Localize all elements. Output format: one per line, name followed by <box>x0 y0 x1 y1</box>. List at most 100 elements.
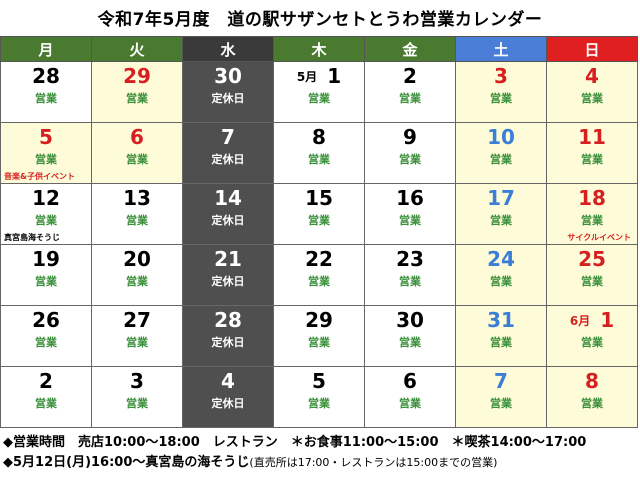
day-number-value: 29 <box>305 308 333 332</box>
calendar-title: 令和7年5月度 道の駅サザンセトとうわ営業カレンダー <box>97 9 543 30</box>
day-status: 営業 <box>399 214 421 227</box>
event-label: 音楽&子供イベント <box>4 172 75 181</box>
day-number: 9 <box>366 125 455 149</box>
day-number: 5 <box>2 125 91 149</box>
calendar-day-cell: 4 定休日 <box>182 366 274 428</box>
day-number: 6 <box>93 125 182 149</box>
day-status: 営業 <box>126 397 148 410</box>
calendar-day-cell: 26 営業 <box>0 305 92 367</box>
day-status: 営業 <box>490 214 512 227</box>
day-status: 営業 <box>399 336 421 349</box>
calendar-day-cell: 2 営業 <box>0 366 92 428</box>
day-number: 10 <box>457 125 546 149</box>
day-number: 27 <box>93 308 182 332</box>
calendar-day-cell: 2 営業 <box>364 61 456 123</box>
day-number-value: 30 <box>214 64 242 88</box>
day-status: 営業 <box>399 92 421 105</box>
day-number: 2 <box>366 64 455 88</box>
day-status: 定休日 <box>211 153 245 166</box>
day-number: 3 <box>457 64 546 88</box>
business-calendar: 月 火 水 木 金 土 日 28 営業 29 営業 30 定休日 5月 1 営業 2 営業 3 営業 4 営… <box>0 36 638 428</box>
day-status: 営業 <box>35 153 57 166</box>
calendar-week-row: 12 営業 真宮島海そうじ 13 営業 14 定休日 15 営業 16 営業 17 営業 18 営業 サイクル… <box>0 183 638 245</box>
day-status: 営業 <box>308 336 330 349</box>
day-number-value: 28 <box>32 64 60 88</box>
day-status: 定休日 <box>211 92 245 105</box>
calendar-day-cell: 11 営業 <box>546 122 638 184</box>
day-status: 営業 <box>490 275 512 288</box>
day-number-value: 13 <box>123 186 151 210</box>
calendar-day-cell: 21 定休日 <box>182 244 274 306</box>
calendar-day-cell: 29 営業 <box>91 61 183 123</box>
day-status: 営業 <box>308 397 330 410</box>
day-number-value: 23 <box>396 247 424 271</box>
day-number: 8 <box>275 125 364 149</box>
day-number: 21 <box>184 247 273 271</box>
calendar-day-cell: 7 営業 <box>455 366 547 428</box>
calendar-day-cell: 28 営業 <box>0 61 92 123</box>
day-number: 17 <box>457 186 546 210</box>
month-label: 5月 <box>296 70 318 84</box>
calendar-day-cell: 24 営業 <box>455 244 547 306</box>
calendar-day-cell: 8 営業 <box>273 122 365 184</box>
day-status: 営業 <box>399 153 421 166</box>
day-number-value: 4 <box>221 369 235 393</box>
calendar-day-cell: 23 営業 <box>364 244 456 306</box>
day-status: 営業 <box>308 214 330 227</box>
day-status: 営業 <box>399 397 421 410</box>
day-status: 定休日 <box>211 275 245 288</box>
calendar-day-cell: 27 営業 <box>91 305 183 367</box>
day-number-value: 29 <box>123 64 151 88</box>
calendar-day-cell: 3 営業 <box>91 366 183 428</box>
day-number: 20 <box>93 247 182 271</box>
day-number-value: 3 <box>494 64 508 88</box>
day-number: 19 <box>2 247 91 271</box>
header-saturday: 土 <box>455 36 547 62</box>
calendar-day-cell: 30 定休日 <box>182 61 274 123</box>
calendar-day-cell: 3 営業 <box>455 61 547 123</box>
calendar-day-cell: 19 営業 <box>0 244 92 306</box>
day-number: 3 <box>93 369 182 393</box>
day-number: 2 <box>2 369 91 393</box>
calendar-week-row: 26 営業 27 営業 28 定休日 29 営業 30 営業 31 営業 6月 1 営業 <box>0 305 638 367</box>
day-number-value: 6 <box>403 369 417 393</box>
day-number-value: 17 <box>487 186 515 210</box>
day-number: 16 <box>366 186 455 210</box>
business-hours-note: ◆営業時間 売店10:00～18:00 レストラン ＊お食事11:00～15:0… <box>3 435 587 450</box>
calendar-day-cell: 18 営業 サイクルイベント <box>546 183 638 245</box>
day-number-value: 16 <box>396 186 424 210</box>
month-label: 6月 <box>569 314 591 328</box>
day-number: 26 <box>2 308 91 332</box>
day-number: 4 <box>548 64 637 88</box>
event-label: 真宮島海そうじ <box>4 233 60 242</box>
header-thursday: 木 <box>273 36 365 62</box>
day-number-value: 12 <box>32 186 60 210</box>
calendar-day-cell: 6月 1 営業 <box>546 305 638 367</box>
day-status: 営業 <box>581 153 603 166</box>
calendar-day-cell: 8 営業 <box>546 366 638 428</box>
day-number: 30 <box>366 308 455 332</box>
calendar-day-cell: 15 営業 <box>273 183 365 245</box>
day-status: 営業 <box>581 336 603 349</box>
day-number: 28 <box>184 308 273 332</box>
day-number-value: 20 <box>123 247 151 271</box>
header-monday: 月 <box>0 36 92 62</box>
day-number-value: 7 <box>494 369 508 393</box>
day-number: 12 <box>2 186 91 210</box>
day-number-value: 31 <box>487 308 515 332</box>
header-friday: 金 <box>364 36 456 62</box>
weekday-header-row: 月 火 水 木 金 土 日 <box>0 36 638 62</box>
day-status: 営業 <box>308 275 330 288</box>
calendar-day-cell: 31 営業 <box>455 305 547 367</box>
day-number: 5月 1 <box>275 64 364 89</box>
day-number-value: 11 <box>578 125 606 149</box>
calendar-day-cell: 12 営業 真宮島海そうじ <box>0 183 92 245</box>
day-status: 営業 <box>490 397 512 410</box>
day-number-value: 9 <box>403 125 417 149</box>
calendar-day-cell: 9 営業 <box>364 122 456 184</box>
calendar-day-cell: 29 営業 <box>273 305 365 367</box>
day-status: 営業 <box>35 275 57 288</box>
day-number-value: 14 <box>214 186 242 210</box>
footer-notes: ◆営業時間 売店10:00～18:00 レストラン ＊お食事11:00～15:0… <box>3 433 637 473</box>
calendar-day-cell: 14 定休日 <box>182 183 274 245</box>
